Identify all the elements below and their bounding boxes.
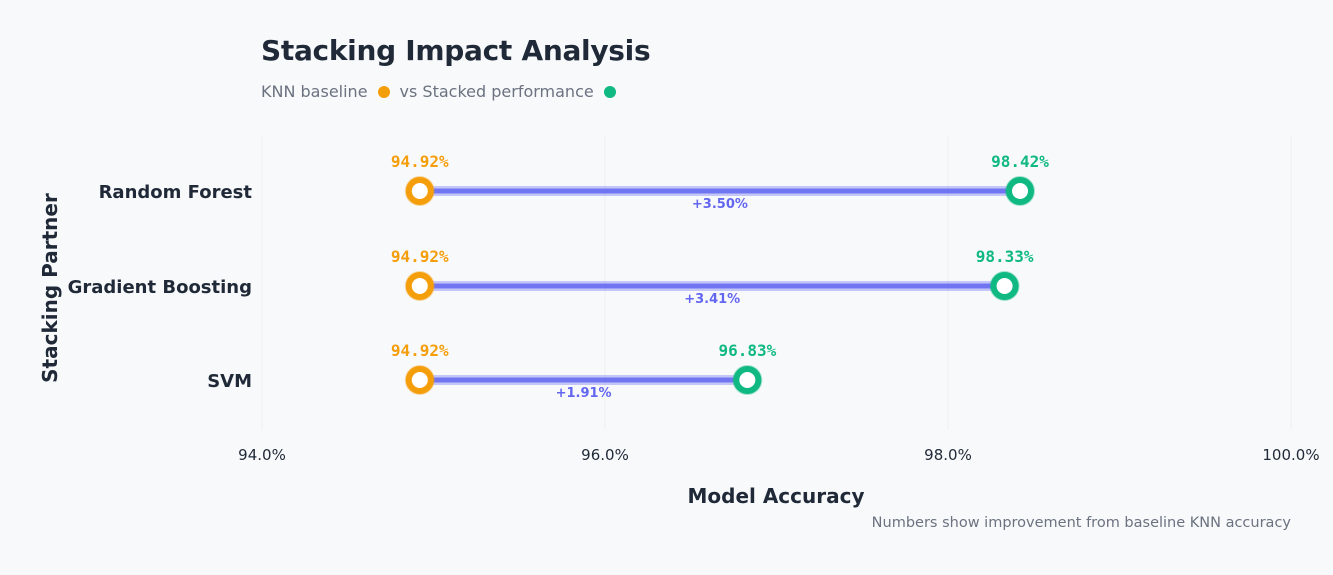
improvement-label: +1.91% bbox=[556, 386, 612, 401]
baseline-point bbox=[405, 272, 434, 300]
chart-title: Stacking Impact Analysis bbox=[261, 34, 651, 67]
x-tick-label: 98.0% bbox=[924, 446, 972, 464]
category-label: Random Forest bbox=[99, 182, 253, 203]
data-marks: 94.92% 98.42% +3.50% 94.92% 98.33% +3.41% 94.9… bbox=[391, 152, 1049, 401]
subtitle-baseline-text: KNN baseline bbox=[261, 82, 368, 101]
improvement-label: +3.41% bbox=[684, 292, 740, 307]
baseline-point bbox=[405, 366, 434, 394]
baseline-point bbox=[405, 177, 434, 205]
improvement-label: +3.50% bbox=[692, 197, 748, 212]
stacked-point bbox=[1006, 177, 1035, 205]
category-labels: Random Forest Gradient Boosting SVM bbox=[68, 182, 253, 392]
category-label: SVM bbox=[207, 371, 252, 392]
stacked-value-label: 98.42% bbox=[991, 152, 1049, 171]
baseline-legend-dot bbox=[377, 85, 390, 98]
baseline-value-label: 94.92% bbox=[391, 152, 449, 171]
x-axis-title: Model Accuracy bbox=[687, 484, 864, 508]
x-tick-label: 94.0% bbox=[238, 446, 286, 464]
y-axis-title: Stacking Partner bbox=[38, 193, 62, 383]
stacked-legend-dot bbox=[603, 85, 616, 98]
x-tick-label: 100.0% bbox=[1262, 446, 1319, 464]
grid-lines bbox=[261, 136, 1292, 430]
baseline-value-label: 94.92% bbox=[391, 247, 449, 266]
stacked-point bbox=[990, 272, 1019, 300]
subtitle-stacked-text: vs Stacked performance bbox=[399, 82, 594, 101]
category-label: Gradient Boosting bbox=[68, 277, 252, 298]
chart-subtitle: KNN baseline vs Stacked performance bbox=[261, 82, 620, 101]
stacked-point bbox=[733, 366, 762, 394]
footnote: Numbers show improvement from baseline K… bbox=[871, 515, 1291, 531]
stacked-value-label: 96.83% bbox=[718, 341, 776, 360]
stacked-value-label: 98.33% bbox=[976, 247, 1034, 266]
x-axis-ticks: 94.0% 96.0% 98.0% 100.0% bbox=[238, 446, 1319, 464]
x-tick-label: 96.0% bbox=[581, 446, 629, 464]
baseline-value-label: 94.92% bbox=[391, 341, 449, 360]
